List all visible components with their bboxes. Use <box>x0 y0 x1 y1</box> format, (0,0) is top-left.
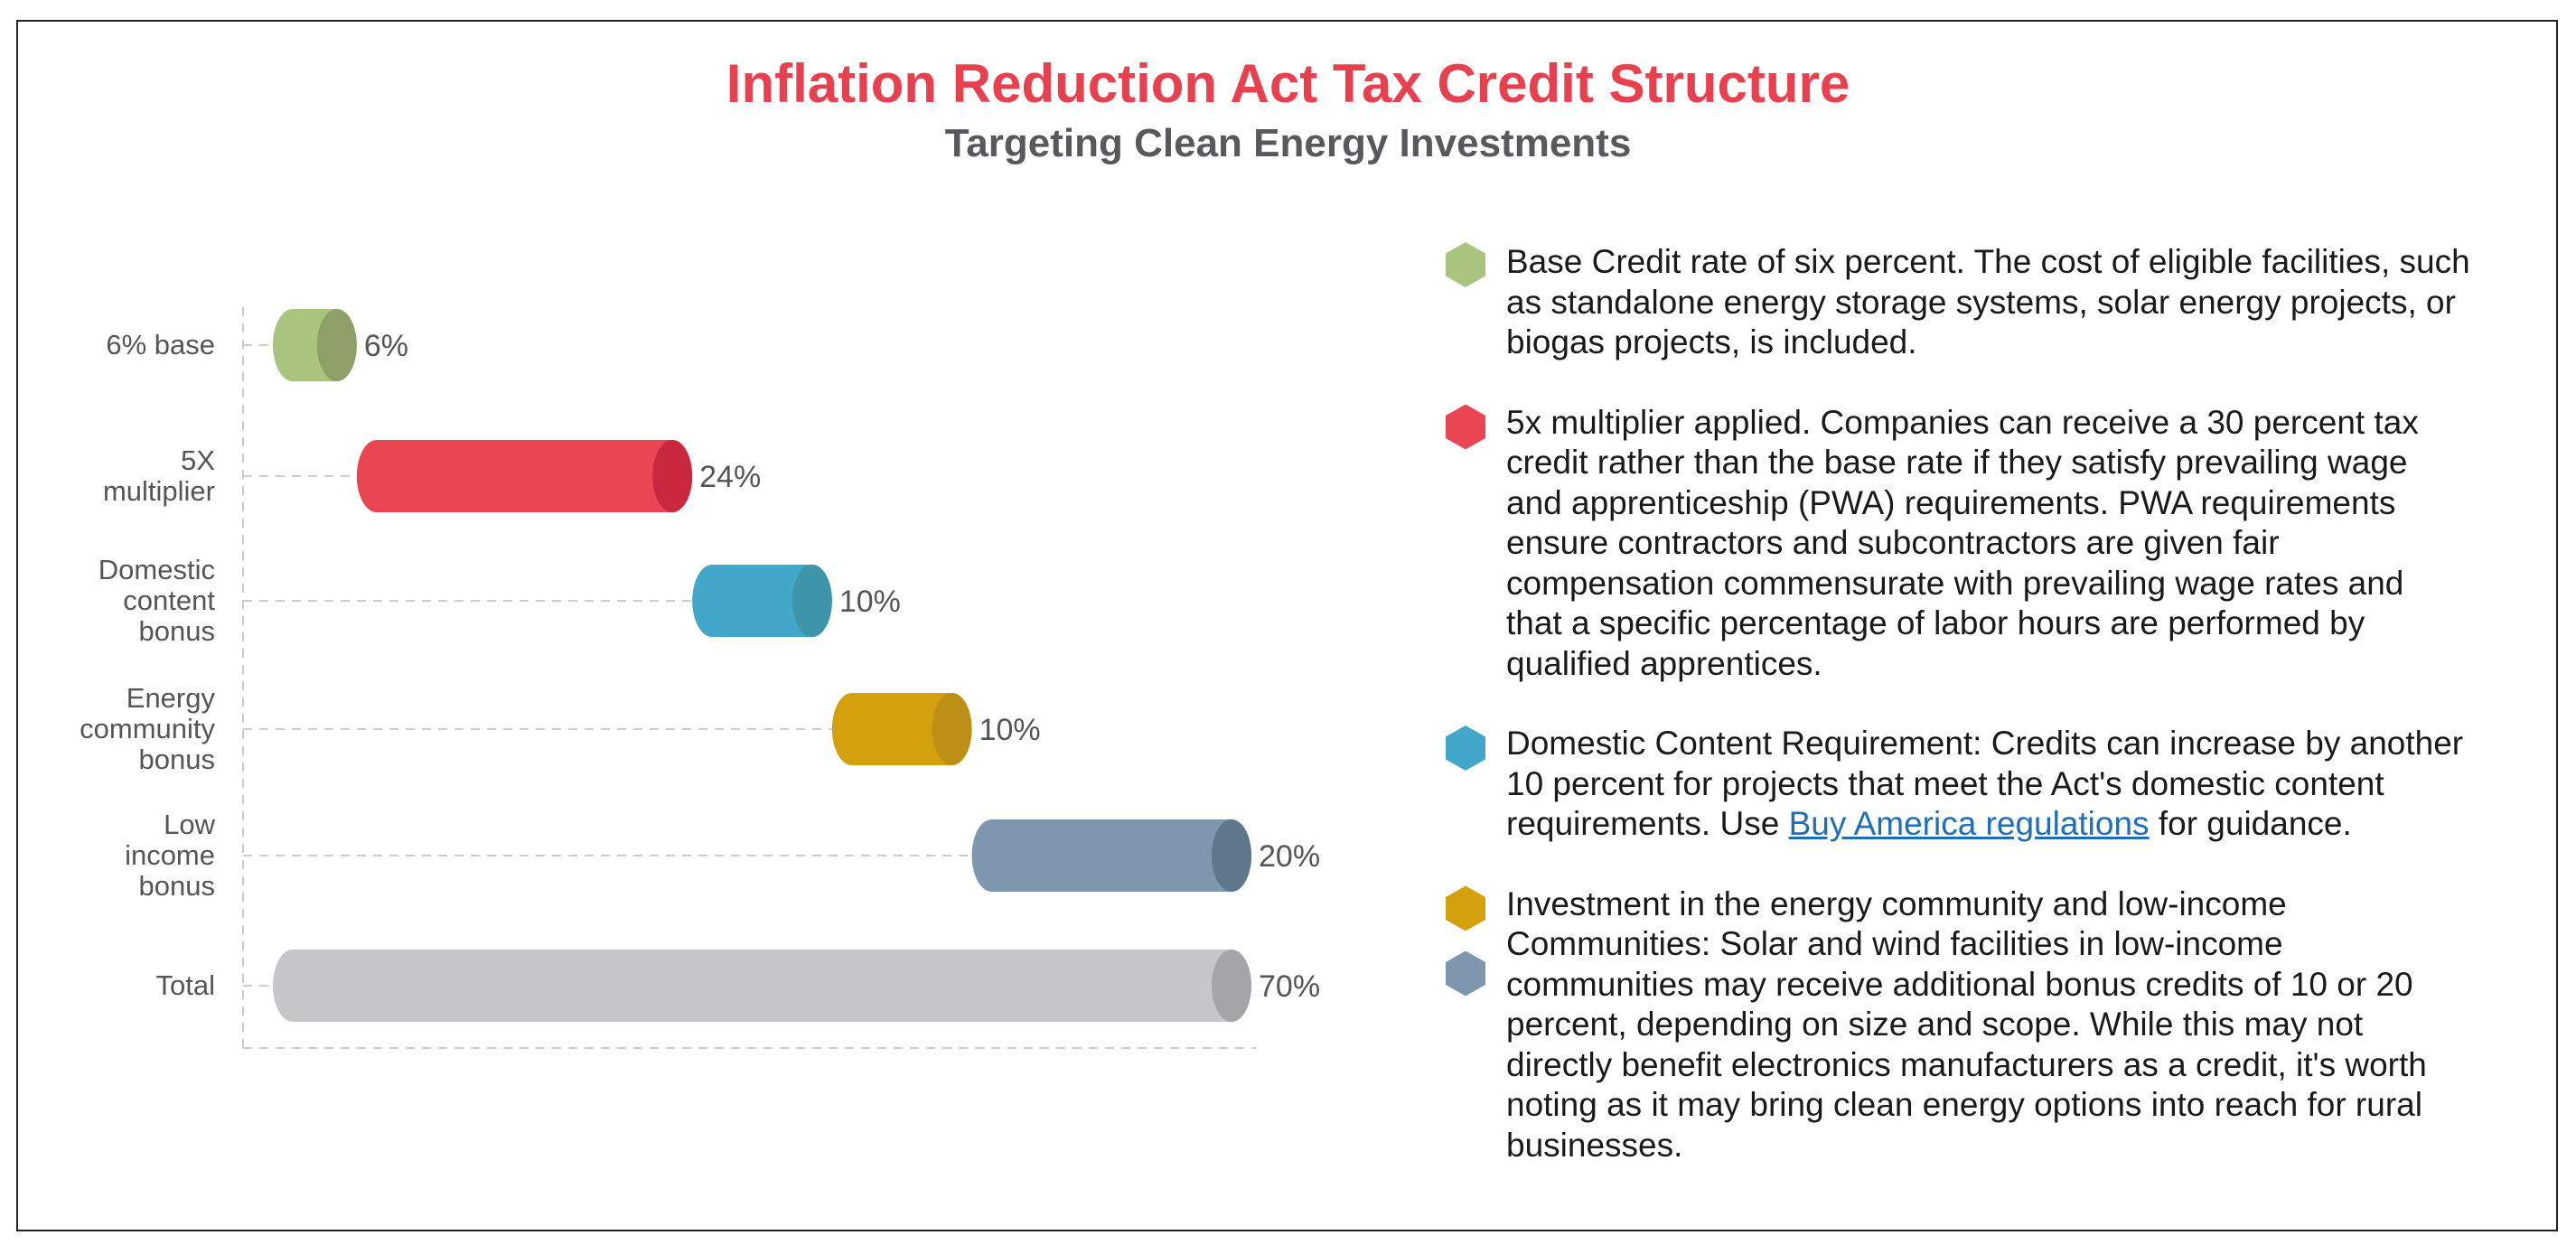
legend-text: percent, depending on size and scope. Wh… <box>1506 1006 2364 1043</box>
legend-text: Base Credit rate of six percent. The cos… <box>1506 243 2470 280</box>
legend-text: credit rather than the base rate if they… <box>1506 444 2408 481</box>
data-label: 20% <box>1259 839 1320 874</box>
legend-text: directly benefit electronics manufacture… <box>1506 1045 2427 1083</box>
legend-text: qualified apprentices. <box>1506 644 1822 682</box>
chart-title: Inflation Reduction Act Tax Credit Struc… <box>726 53 1850 114</box>
bar <box>273 950 1251 1022</box>
data-label: 10% <box>839 585 901 619</box>
legend-text: Domestic Content Requirement: Credits ca… <box>1506 725 2464 762</box>
category-label: Total <box>156 969 215 1001</box>
legend-text: that a specific percentage of labor hour… <box>1506 604 2365 641</box>
legend-text: 5x multiplier applied. Companies can rec… <box>1506 403 2419 441</box>
legend-text: communities may receive additional bonus… <box>1506 965 2413 1003</box>
legend-text: Investment in the energy community and l… <box>1506 884 2287 922</box>
category-label: content <box>123 585 215 616</box>
category-label: bonus <box>139 744 215 775</box>
legend-text: compensation commensurate with prevailin… <box>1506 564 2404 602</box>
legend-text: Communities: Solar and wind facilities i… <box>1506 925 2283 962</box>
legend-text-suffix: for guidance. <box>2149 805 2352 842</box>
legend-text: biogas projects, is included. <box>1506 323 1917 360</box>
buy-america-link[interactable]: Buy America regulations <box>1788 805 2150 842</box>
data-label: 24% <box>699 460 761 494</box>
legend-text: 10 percent for projects that meet the Ac… <box>1506 764 2384 802</box>
legend-text-prefix: requirements. Use <box>1506 805 1789 842</box>
data-label: 10% <box>979 713 1041 747</box>
data-label: 70% <box>1259 969 1320 1004</box>
legend-text: as standalone energy storage systems, so… <box>1506 283 2456 321</box>
bar <box>356 440 693 512</box>
bar-cap <box>792 565 832 637</box>
legend-text: businesses. <box>1506 1126 1683 1164</box>
hexagon-icon <box>1446 950 1485 997</box>
legend-item-community-income: Investment in the energy community and l… <box>1437 884 2539 1166</box>
category-label: Energy <box>126 682 216 714</box>
figure-frame <box>16 20 2558 1231</box>
category-label: Domestic <box>98 554 215 585</box>
category-label: community <box>80 713 215 744</box>
bar-cap <box>1212 819 1251 892</box>
chart-subtitle: Targeting Clean Energy Investments <box>944 121 1632 165</box>
category-label: 5X <box>181 445 215 476</box>
legend-text: and apprenticeship (PWA) requirements. P… <box>1506 483 2396 521</box>
bar-cap <box>316 309 357 381</box>
legend: Base Credit rate of six percent. The cos… <box>1437 242 2539 1205</box>
bar-cap <box>932 693 972 765</box>
category-label: bonus <box>139 870 215 902</box>
legend-item-multiplier: 5x multiplier applied. Companies can rec… <box>1437 403 2539 685</box>
legend-text: ensure contractors and subcontractors ar… <box>1506 524 2280 561</box>
category-label: income <box>125 839 215 871</box>
bar-cap <box>1212 950 1251 1022</box>
category-label: bonus <box>139 615 215 647</box>
legend-text: requirements. Use Buy America regulation… <box>1506 804 2539 845</box>
category-label: 6% base <box>106 329 215 360</box>
hexagon-icon <box>1446 725 1485 771</box>
category-label: Low <box>164 809 215 840</box>
hexagon-icon <box>1446 885 1485 931</box>
bar <box>971 819 1251 892</box>
legend-item-base: Base Credit rate of six percent. The cos… <box>1437 242 2539 363</box>
category-label: multiplier <box>103 475 215 507</box>
bar-cap <box>652 440 693 512</box>
legend-item-domestic: Domestic Content Requirement: Credits ca… <box>1437 724 2539 845</box>
legend-text: noting as it may bring clean energy opti… <box>1506 1086 2422 1123</box>
data-label: 6% <box>364 329 408 363</box>
hexagon-icon <box>1446 404 1485 450</box>
hexagon-icon <box>1446 242 1485 287</box>
